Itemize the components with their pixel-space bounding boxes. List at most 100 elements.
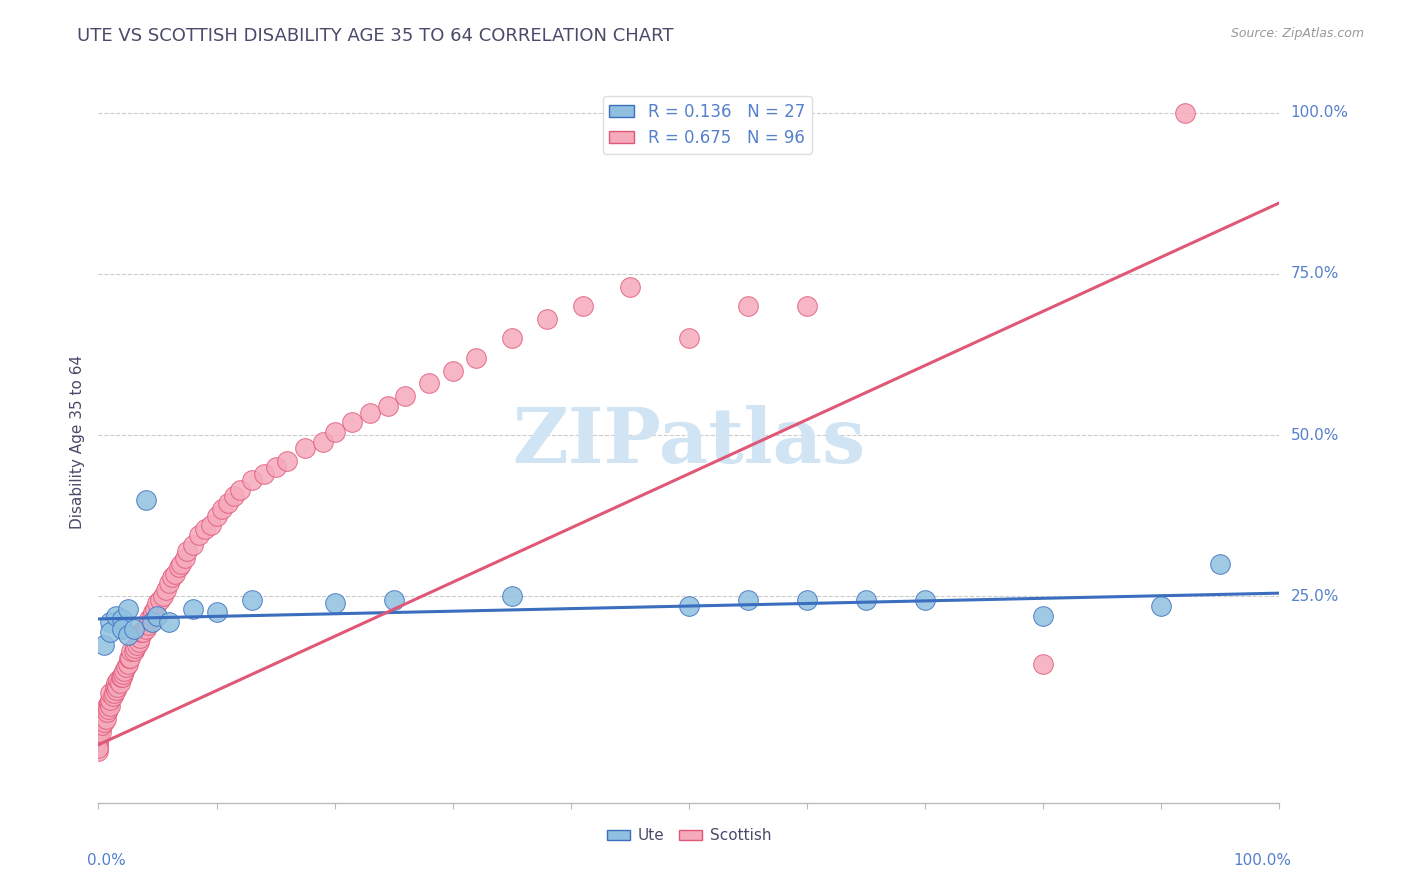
Point: [132, 624, 155, 639]
Point: [112, 666, 135, 681]
Point: [98, 696, 121, 710]
Point: [149, 592, 172, 607]
Point: [98, 624, 121, 639]
Point: [98, 686, 121, 700]
Point: [128, 632, 150, 646]
Point: [501, 331, 523, 345]
Point: [87, 738, 110, 752]
Point: [127, 638, 149, 652]
Point: [93, 638, 115, 652]
Point: [96, 706, 118, 720]
Point: [181, 538, 204, 552]
Point: [87, 724, 110, 739]
Point: [382, 592, 405, 607]
Point: [619, 279, 641, 293]
Point: [93, 715, 115, 730]
Point: [96, 699, 118, 714]
Point: [101, 690, 124, 704]
Point: [157, 615, 180, 630]
Point: [114, 660, 136, 674]
Point: [105, 608, 128, 623]
Text: 50.0%: 50.0%: [1291, 427, 1339, 442]
Point: [142, 606, 165, 620]
Point: [87, 741, 110, 756]
Point: [112, 664, 135, 678]
Text: 100.0%: 100.0%: [1291, 105, 1348, 120]
Point: [90, 724, 112, 739]
Point: [124, 640, 146, 655]
Point: [240, 473, 263, 487]
Point: [108, 676, 131, 690]
Point: [1150, 599, 1173, 613]
Point: [165, 566, 187, 581]
Point: [146, 608, 169, 623]
Point: [1209, 557, 1232, 571]
Point: [264, 460, 287, 475]
Point: [167, 560, 190, 574]
Point: [465, 351, 488, 365]
Point: [141, 615, 163, 630]
Point: [855, 592, 877, 607]
Point: [91, 712, 114, 726]
Legend: Ute, Scottish: Ute, Scottish: [600, 822, 778, 849]
Point: [107, 673, 129, 688]
Point: [571, 299, 593, 313]
Point: [111, 670, 134, 684]
Point: [1032, 608, 1054, 623]
Point: [312, 434, 335, 449]
Point: [342, 415, 364, 429]
Point: [224, 489, 246, 503]
Point: [229, 483, 252, 497]
Point: [536, 312, 558, 326]
Point: [152, 590, 174, 604]
Text: 100.0%: 100.0%: [1233, 854, 1291, 869]
Point: [1032, 657, 1054, 672]
Point: [97, 702, 120, 716]
Point: [737, 299, 759, 313]
Point: [143, 602, 166, 616]
Point: [87, 722, 110, 736]
Point: [187, 528, 209, 542]
Point: [105, 682, 128, 697]
Point: [122, 644, 145, 658]
Point: [501, 590, 523, 604]
Point: [110, 670, 132, 684]
Point: [1174, 105, 1197, 120]
Point: [93, 706, 115, 720]
Text: ZIPatlas: ZIPatlas: [512, 405, 866, 478]
Point: [323, 425, 346, 439]
Point: [103, 686, 125, 700]
Point: [359, 405, 381, 419]
Point: [377, 399, 399, 413]
Point: [294, 441, 316, 455]
Point: [111, 612, 134, 626]
Point: [157, 576, 180, 591]
Point: [678, 331, 700, 345]
Point: [205, 508, 228, 523]
Point: [205, 606, 228, 620]
Point: [98, 692, 121, 706]
Point: [160, 570, 183, 584]
Point: [87, 744, 110, 758]
Text: 0.0%: 0.0%: [87, 854, 125, 869]
Point: [121, 644, 143, 658]
Point: [155, 582, 177, 597]
Point: [87, 734, 110, 748]
Point: [111, 622, 134, 636]
Point: [276, 454, 298, 468]
Point: [117, 628, 139, 642]
Point: [441, 363, 464, 377]
Point: [129, 624, 152, 639]
Point: [217, 496, 239, 510]
Point: [98, 615, 121, 630]
Point: [181, 602, 204, 616]
Text: Source: ZipAtlas.com: Source: ZipAtlas.com: [1230, 27, 1364, 40]
Point: [87, 718, 110, 732]
Point: [117, 602, 139, 616]
Point: [135, 492, 157, 507]
Point: [98, 699, 121, 714]
Point: [135, 622, 157, 636]
Point: [253, 467, 276, 481]
Point: [136, 618, 159, 632]
Point: [87, 731, 110, 746]
